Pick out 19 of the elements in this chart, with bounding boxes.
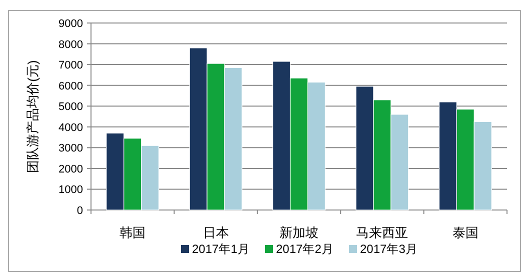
y-tick-label: 4000	[58, 122, 83, 134]
y-tick-label: 7000	[58, 60, 83, 72]
y-tick-label: 6000	[58, 80, 83, 92]
x-tick-label: 新加坡	[280, 225, 318, 240]
legend-label: 2017年2月	[276, 242, 334, 256]
y-tick-label: 1000	[58, 184, 83, 196]
x-tick-label: 韩国	[120, 225, 146, 240]
y-tick-label: 8000	[58, 38, 83, 51]
legend-label: 2017年1月	[192, 242, 250, 256]
y-axis-title: 团队游产品均价(元)	[25, 60, 40, 173]
legend-label: 2017年3月	[360, 242, 418, 256]
x-tick-label: 泰国	[452, 225, 478, 240]
y-tick-label: 9000	[58, 18, 83, 30]
x-tick-label: 日本	[202, 225, 229, 240]
y-tick-label: 2000	[58, 163, 83, 176]
y-tick-label: 0	[76, 205, 83, 217]
y-tick-label: 3000	[58, 142, 83, 155]
x-tick-label: 马来西亚	[356, 225, 408, 240]
y-tick-label: 5000	[58, 101, 83, 114]
